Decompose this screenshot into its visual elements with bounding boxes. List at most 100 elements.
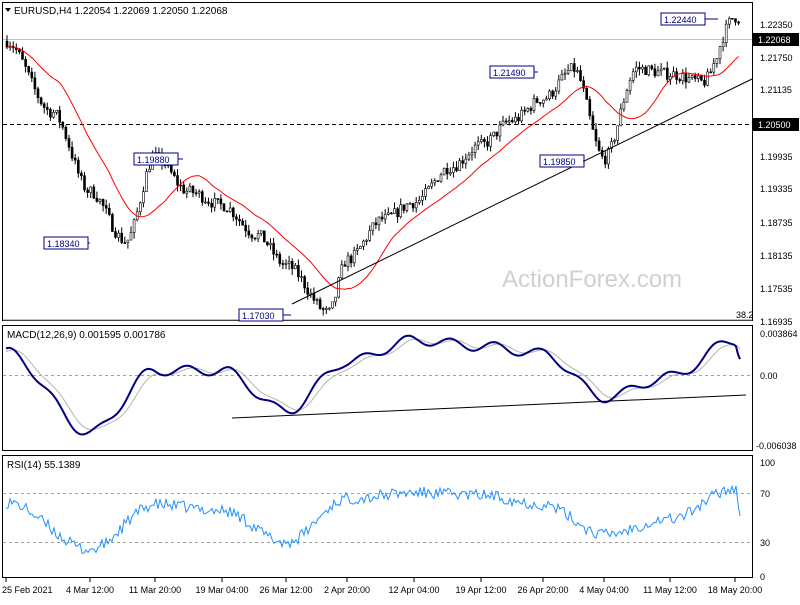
candle bbox=[281, 259, 285, 270]
candle bbox=[594, 122, 598, 147]
candle bbox=[554, 87, 558, 100]
candle bbox=[303, 275, 306, 294]
candle bbox=[36, 86, 40, 104]
price-callout: 1.21490 bbox=[489, 65, 538, 79]
candle bbox=[390, 211, 393, 215]
candle bbox=[45, 102, 49, 116]
candle bbox=[374, 217, 378, 230]
resistance-price-tag: 1.20500 bbox=[753, 118, 799, 131]
candle bbox=[486, 136, 489, 151]
candle bbox=[551, 89, 554, 100]
candle bbox=[613, 138, 616, 145]
price-panel-header: EURUSD,H4 1.22054 1.22069 1.22050 1.2206… bbox=[14, 6, 228, 17]
callout-label: 1.19850 bbox=[543, 157, 576, 167]
candle bbox=[191, 185, 195, 198]
candle bbox=[89, 186, 92, 198]
candle bbox=[368, 225, 372, 242]
x-tick-label: 26 Apr 20:00 bbox=[517, 585, 568, 595]
macd-panel-frame bbox=[2, 325, 753, 451]
candle bbox=[64, 124, 68, 142]
candle bbox=[98, 198, 102, 205]
candle bbox=[455, 161, 458, 173]
candle bbox=[108, 203, 111, 217]
candle bbox=[396, 206, 399, 223]
candle bbox=[123, 236, 127, 244]
candle bbox=[566, 64, 570, 76]
y-tick-label: 1.16935 bbox=[760, 317, 793, 327]
candle bbox=[684, 67, 688, 89]
candle bbox=[197, 189, 201, 198]
x-tick-label: 4 May 04:00 bbox=[579, 585, 629, 595]
candle bbox=[610, 137, 613, 153]
macd-line bbox=[5, 334, 741, 436]
candle bbox=[315, 297, 319, 305]
candle bbox=[380, 211, 384, 222]
candle bbox=[734, 18, 737, 26]
candle bbox=[182, 180, 185, 195]
x-tick-label: 19 Mar 04:00 bbox=[195, 585, 248, 595]
candle bbox=[572, 57, 576, 78]
fib-label: 38.2 bbox=[736, 310, 754, 320]
candle bbox=[194, 189, 198, 197]
rsi-panel-header: RSI(14) 55.1389 bbox=[7, 460, 81, 471]
callout-label: 1.22440 bbox=[664, 15, 697, 25]
candle bbox=[92, 184, 96, 200]
candle bbox=[634, 61, 638, 78]
candle bbox=[142, 186, 145, 208]
candle bbox=[371, 222, 375, 236]
candle bbox=[70, 141, 74, 162]
candle bbox=[77, 156, 80, 178]
candle bbox=[235, 213, 238, 226]
y-tick-label: 1.19935 bbox=[760, 152, 793, 162]
candle bbox=[538, 102, 542, 107]
y-tick-label: 100 bbox=[760, 458, 775, 468]
candle bbox=[42, 101, 46, 114]
candle bbox=[284, 259, 288, 270]
candle bbox=[269, 238, 272, 250]
symbol-dropdown-icon[interactable] bbox=[5, 8, 11, 12]
candle bbox=[715, 58, 719, 68]
candle bbox=[247, 224, 251, 239]
candle bbox=[687, 72, 691, 84]
candle bbox=[467, 151, 471, 162]
candle bbox=[545, 95, 548, 101]
macd-y-axis: 0.003864 0.00 -0.006038 bbox=[756, 329, 798, 451]
y-tick-label: 0 bbox=[760, 572, 765, 582]
candle bbox=[442, 167, 446, 176]
candle bbox=[712, 58, 716, 75]
x-tick-label: 19 Apr 12:00 bbox=[455, 585, 506, 595]
candle bbox=[139, 201, 142, 216]
candle bbox=[541, 99, 545, 108]
candle bbox=[430, 178, 434, 190]
candle bbox=[665, 61, 669, 83]
candle bbox=[483, 137, 486, 148]
candle bbox=[591, 111, 595, 130]
candle bbox=[225, 210, 229, 213]
candle bbox=[349, 253, 353, 268]
candle bbox=[560, 69, 564, 81]
candle bbox=[408, 201, 412, 205]
candle bbox=[290, 258, 294, 275]
candle bbox=[579, 65, 582, 82]
price-y-axis: 1.22350 1.21135 1.19935 1.19335 1.18735 … bbox=[760, 20, 793, 327]
candle bbox=[616, 125, 620, 145]
candle bbox=[464, 153, 468, 169]
support-trendline bbox=[291, 78, 753, 305]
candle bbox=[33, 71, 37, 95]
x-tick-label: 4 Mar 12:00 bbox=[66, 585, 114, 595]
price-callout: 1.19880 bbox=[133, 152, 183, 166]
candle bbox=[399, 198, 403, 219]
candle bbox=[535, 95, 539, 104]
candle bbox=[526, 107, 530, 113]
y-tick-label: 1.22350 bbox=[760, 20, 793, 30]
rsi-panel-frame bbox=[2, 455, 753, 578]
candle bbox=[582, 76, 585, 93]
candle bbox=[145, 168, 148, 192]
y-tick-label: 0.00 bbox=[760, 371, 778, 381]
candle bbox=[473, 141, 477, 159]
candle bbox=[520, 106, 523, 123]
candle bbox=[737, 20, 740, 26]
candle bbox=[414, 197, 418, 213]
candle bbox=[393, 202, 396, 214]
candle bbox=[52, 109, 55, 119]
